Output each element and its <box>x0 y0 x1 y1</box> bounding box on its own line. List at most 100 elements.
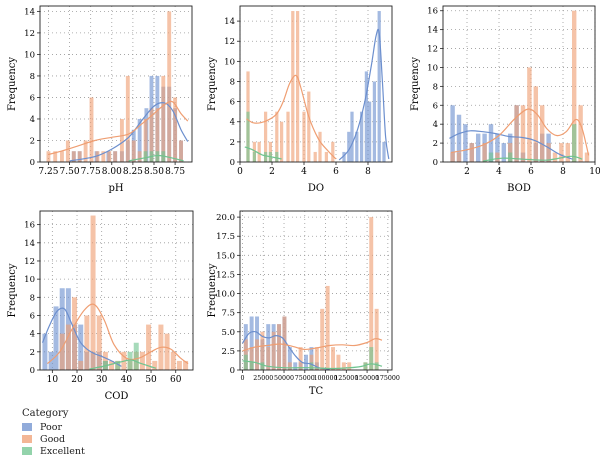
bar-excellent <box>127 351 133 370</box>
bar-poor <box>42 333 48 370</box>
y-tick-label: 4 <box>30 115 35 125</box>
bar-excellent <box>374 362 379 370</box>
y-tick-label: 6 <box>30 311 35 321</box>
y-tick-label: 10 <box>427 63 438 73</box>
bar-good <box>341 362 346 370</box>
x-tick-label: 0 <box>237 167 243 177</box>
bar-good <box>263 111 268 162</box>
bar-good <box>271 331 276 370</box>
bar-good <box>137 151 142 162</box>
bar-good <box>65 324 71 370</box>
bar-good <box>347 362 352 370</box>
x-tick-label: 7.25 <box>38 167 58 177</box>
kde-excellent <box>89 359 157 370</box>
bar-excellent <box>260 362 265 370</box>
y-tick-label: 8 <box>30 72 35 82</box>
y-tick-label: 10 <box>224 57 235 67</box>
y-tick-label: 14 <box>24 239 35 249</box>
bar-excellent <box>488 152 494 162</box>
y-tick-label: 4 <box>433 120 438 130</box>
y-tick-label: 6 <box>30 93 35 103</box>
bar-good <box>46 151 51 162</box>
bar-excellent <box>507 152 513 162</box>
y-axis-label: Frequency <box>207 263 218 317</box>
y-tick-label: 16 <box>427 7 438 17</box>
y-tick-label: 4 <box>30 330 35 340</box>
bar-good <box>571 10 577 162</box>
bar-good <box>77 151 82 162</box>
bar-good <box>275 111 279 162</box>
bar-excellent <box>369 347 374 370</box>
y-tick-label: 0 <box>30 158 35 168</box>
bar-good <box>302 111 306 162</box>
y-tick-label: 0 <box>230 366 235 376</box>
chart-bod: 2 4 6 8 10 0 2 4 6 8 10 12 14 16 BOD Frequency <box>410 5 600 194</box>
y-tick-label: 6 <box>230 98 235 108</box>
bar-good <box>565 143 571 162</box>
x-tick-label: 25000 <box>253 375 273 382</box>
bar-poor <box>293 362 298 370</box>
bar-poor <box>475 133 481 162</box>
bar-good <box>260 331 265 370</box>
chart-ph: 7.25 7.50 7.75 8.00 8.25 8.50 8.75 0 2 4 6 8 10 12 14 p… <box>7 5 193 194</box>
x-axis-label: COD <box>105 391 129 402</box>
x-tick-label: 0 <box>240 375 244 382</box>
bar-good <box>167 11 172 163</box>
y-tick-label: 6 <box>433 101 438 111</box>
kde-poor <box>338 28 390 161</box>
legend-item-poor: Poor <box>22 421 162 433</box>
x-axis-label: DO <box>308 183 324 194</box>
bar-poor <box>78 324 84 370</box>
bar-good <box>65 140 70 162</box>
kde-excellent <box>128 154 184 162</box>
bar-poor <box>350 111 354 162</box>
legend-label-excellent: Excellent <box>40 445 85 457</box>
bar-good <box>170 351 176 370</box>
bar-good <box>60 151 64 162</box>
y-tick-label: 2 <box>433 139 438 149</box>
y-tick-label: 17.5 <box>216 232 235 242</box>
x-tick-label: 7.75 <box>81 167 101 177</box>
legend-title: Category <box>22 408 69 419</box>
kde-poor <box>69 101 189 162</box>
kde-poor <box>449 130 573 160</box>
x-tick-label: 2 <box>464 167 470 177</box>
bar-poor <box>450 105 455 162</box>
bar-excellent <box>363 362 368 370</box>
kde-excellent <box>482 155 583 162</box>
y-tick-label: 4 <box>230 118 235 128</box>
plot-frame <box>39 5 193 163</box>
kde-good <box>242 338 383 352</box>
legend-swatch-excellent <box>22 447 32 455</box>
kde-good <box>246 74 337 160</box>
bar-good <box>520 105 526 162</box>
bar-poor <box>367 101 372 162</box>
y-tick-label: 2 <box>30 348 35 358</box>
bar-good <box>90 215 96 370</box>
bar-excellent <box>243 354 248 370</box>
bar-good <box>369 217 374 370</box>
y-axis-label: Frequency <box>410 57 421 111</box>
bar-good <box>59 333 65 370</box>
bar-good <box>152 360 158 370</box>
chart-tc: 0 25000 50000 75000100000125000150000175000… <box>207 210 400 397</box>
bar-excellent <box>309 362 314 370</box>
bar-good <box>456 152 462 162</box>
y-tick-label: 12 <box>224 37 235 47</box>
bar-poor <box>347 131 351 162</box>
y-tick-label: 10 <box>24 50 35 60</box>
legend-swatch-poor <box>22 423 32 431</box>
bar-good <box>514 105 519 162</box>
bar-good <box>149 108 154 162</box>
bar-good <box>146 324 152 370</box>
bar-poor <box>456 114 462 162</box>
y-tick-label: 12 <box>24 29 35 39</box>
bar-good <box>287 362 292 370</box>
chart-cod: 10 20 30 40 50 60 0 2 4 6 8 10 12 14 16 COD Frequency <box>7 210 194 402</box>
bar-good <box>450 152 455 162</box>
bar-good <box>325 285 330 370</box>
x-tick-label: 8 <box>560 167 566 177</box>
y-axis-label: Frequency <box>7 263 18 317</box>
bar-good <box>84 315 90 370</box>
bar-good <box>324 151 329 162</box>
